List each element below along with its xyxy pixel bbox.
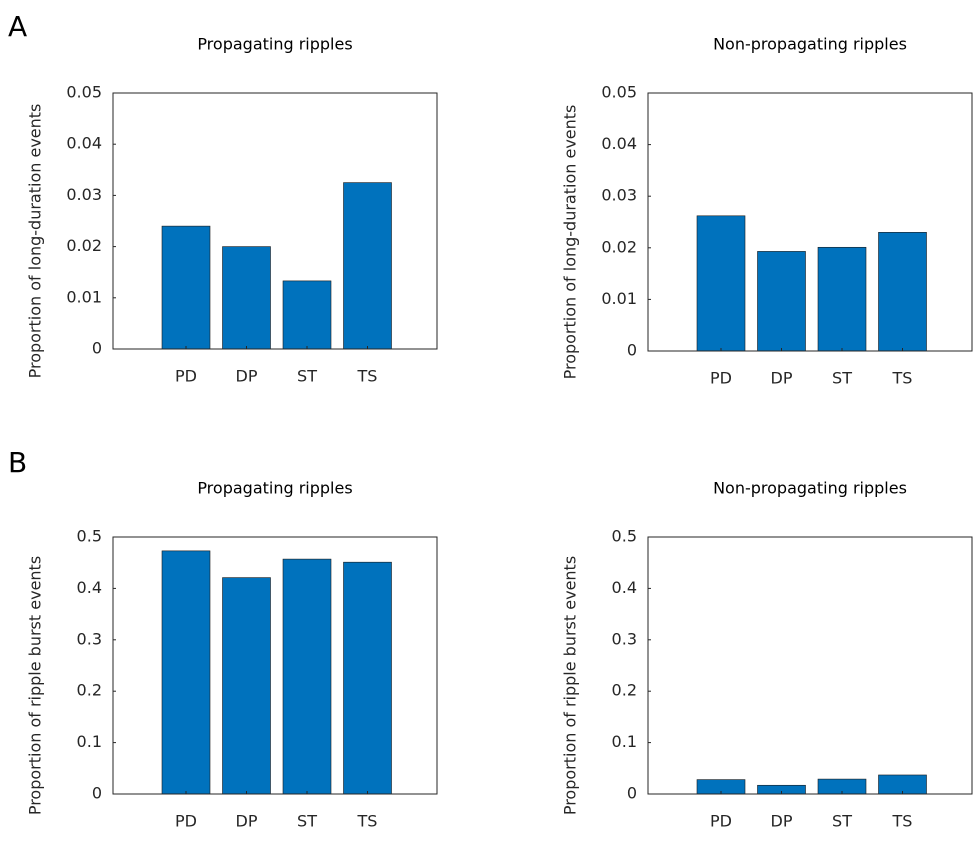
bar	[282, 280, 332, 350]
x-tick-label: PD	[175, 367, 197, 386]
y-tick-label: 0.3	[612, 629, 637, 648]
x-tick-label: TS	[892, 369, 913, 388]
bar	[343, 561, 392, 795]
y-tick-label: 0.02	[601, 237, 637, 256]
y-tick-label: 0.04	[66, 134, 102, 153]
y-axis-label: Proportion of ripple burst events	[26, 556, 45, 815]
y-tick-label: 0	[627, 784, 637, 803]
x-tick-label: DP	[236, 812, 258, 831]
chart-title: Propagating ripples	[197, 35, 352, 54]
x-tick-label: TS	[357, 367, 378, 386]
bar	[757, 251, 806, 352]
x-tick-label: ST	[297, 367, 317, 386]
bar	[222, 246, 271, 350]
x-tick-label: DP	[236, 367, 258, 386]
y-tick-label: 0.03	[601, 186, 637, 205]
axes-box	[647, 92, 973, 352]
y-tick-label: 0.03	[66, 185, 102, 204]
y-tick-label: 0.5	[612, 527, 637, 546]
axes-box	[112, 536, 438, 795]
y-axis-label: Proportion of long-duration events	[26, 104, 45, 379]
x-tick-label: ST	[832, 369, 852, 388]
bar	[222, 577, 271, 795]
y-tick-label: 0	[627, 341, 637, 360]
x-tick-label: PD	[710, 369, 732, 388]
bar	[343, 182, 392, 350]
x-tick-label: PD	[175, 812, 197, 831]
y-tick-label: 0.05	[66, 83, 102, 102]
y-tick-label: 0.04	[601, 134, 637, 153]
y-tick-label: 0.1	[77, 732, 102, 751]
panel-label: A	[8, 10, 27, 43]
y-tick-label: 0.4	[77, 578, 102, 597]
x-tick-label: DP	[771, 812, 793, 831]
bar	[878, 232, 927, 352]
axes-box	[647, 536, 973, 795]
y-tick-label: 0.1	[612, 732, 637, 751]
x-tick-label: TS	[357, 812, 378, 831]
bar	[696, 215, 746, 352]
y-tick-label: 0.5	[77, 527, 102, 546]
y-axis-label: Proportion of long-duration events	[561, 105, 580, 380]
y-tick-label: 0	[92, 784, 102, 803]
y-axis-label: Proportion of ripple burst events	[561, 556, 580, 815]
y-tick-label: 0.02	[66, 236, 102, 255]
chart-title: Non-propagating ripples	[713, 35, 907, 54]
axes-box	[112, 92, 438, 350]
y-tick-label: 0	[92, 339, 102, 358]
y-tick-label: 0.2	[77, 681, 102, 700]
bar	[161, 550, 211, 795]
y-tick-label: 0.01	[601, 289, 637, 308]
x-tick-label: PD	[710, 812, 732, 831]
x-tick-label: DP	[771, 369, 793, 388]
x-tick-label: TS	[892, 812, 913, 831]
bar	[282, 558, 332, 795]
panel-label: B	[8, 446, 27, 479]
chart-title: Non-propagating ripples	[713, 479, 907, 498]
bar	[161, 225, 211, 350]
y-tick-label: 0.4	[612, 578, 637, 597]
y-tick-label: 0.3	[77, 629, 102, 648]
y-tick-label: 0.01	[66, 287, 102, 306]
x-tick-label: ST	[297, 812, 317, 831]
x-tick-label: ST	[832, 812, 852, 831]
bar	[817, 246, 867, 352]
y-tick-label: 0.2	[612, 681, 637, 700]
chart-title: Propagating ripples	[197, 479, 352, 498]
y-tick-label: 0.05	[601, 83, 637, 102]
